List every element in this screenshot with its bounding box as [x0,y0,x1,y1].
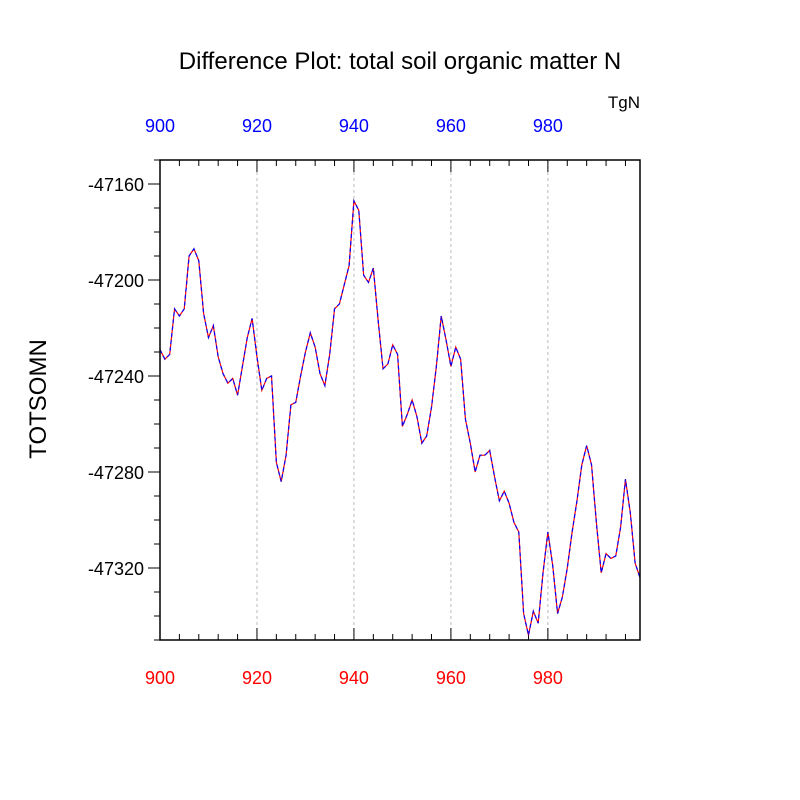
x-tick-label-top: 900 [145,116,175,136]
units-label: TgN [608,93,640,112]
y-tick-label: -47320 [88,559,144,579]
x-tick-label-top: 960 [436,116,466,136]
x-tick-label-bottom: 960 [436,668,466,688]
x-tick-label-bottom: 920 [242,668,272,688]
y-axis-label: TOTSOMN [25,339,52,459]
top-tick-labels: 900 920 940 960 980 [145,116,563,136]
y-tick-label: -47240 [88,367,144,387]
series-line-blue-dashed [159,198,641,636]
y-tick-labels: -47160 -47200 -47240 -47280 -47320 [88,175,144,579]
y-tick-label: -47280 [88,463,144,483]
x-tick-label-bottom: 940 [339,668,369,688]
bottom-tick-labels: 900 920 940 960 980 [145,668,563,688]
grid-lines [256,160,549,640]
x-tick-label-bottom: 900 [145,668,175,688]
x-tick-label-top: 980 [533,116,563,136]
chart-title: Difference Plot: total soil organic matt… [179,48,621,75]
series-line-red [159,198,641,636]
x-tick-label-top: 940 [339,116,369,136]
x-tick-label-bottom: 980 [533,668,563,688]
plot-series [159,198,641,636]
x-tick-label-top: 920 [242,116,272,136]
y-tick-label: -47200 [88,271,144,291]
tick-marks [148,159,626,641]
plot-frame [159,159,641,641]
y-tick-label: -47160 [88,175,144,195]
